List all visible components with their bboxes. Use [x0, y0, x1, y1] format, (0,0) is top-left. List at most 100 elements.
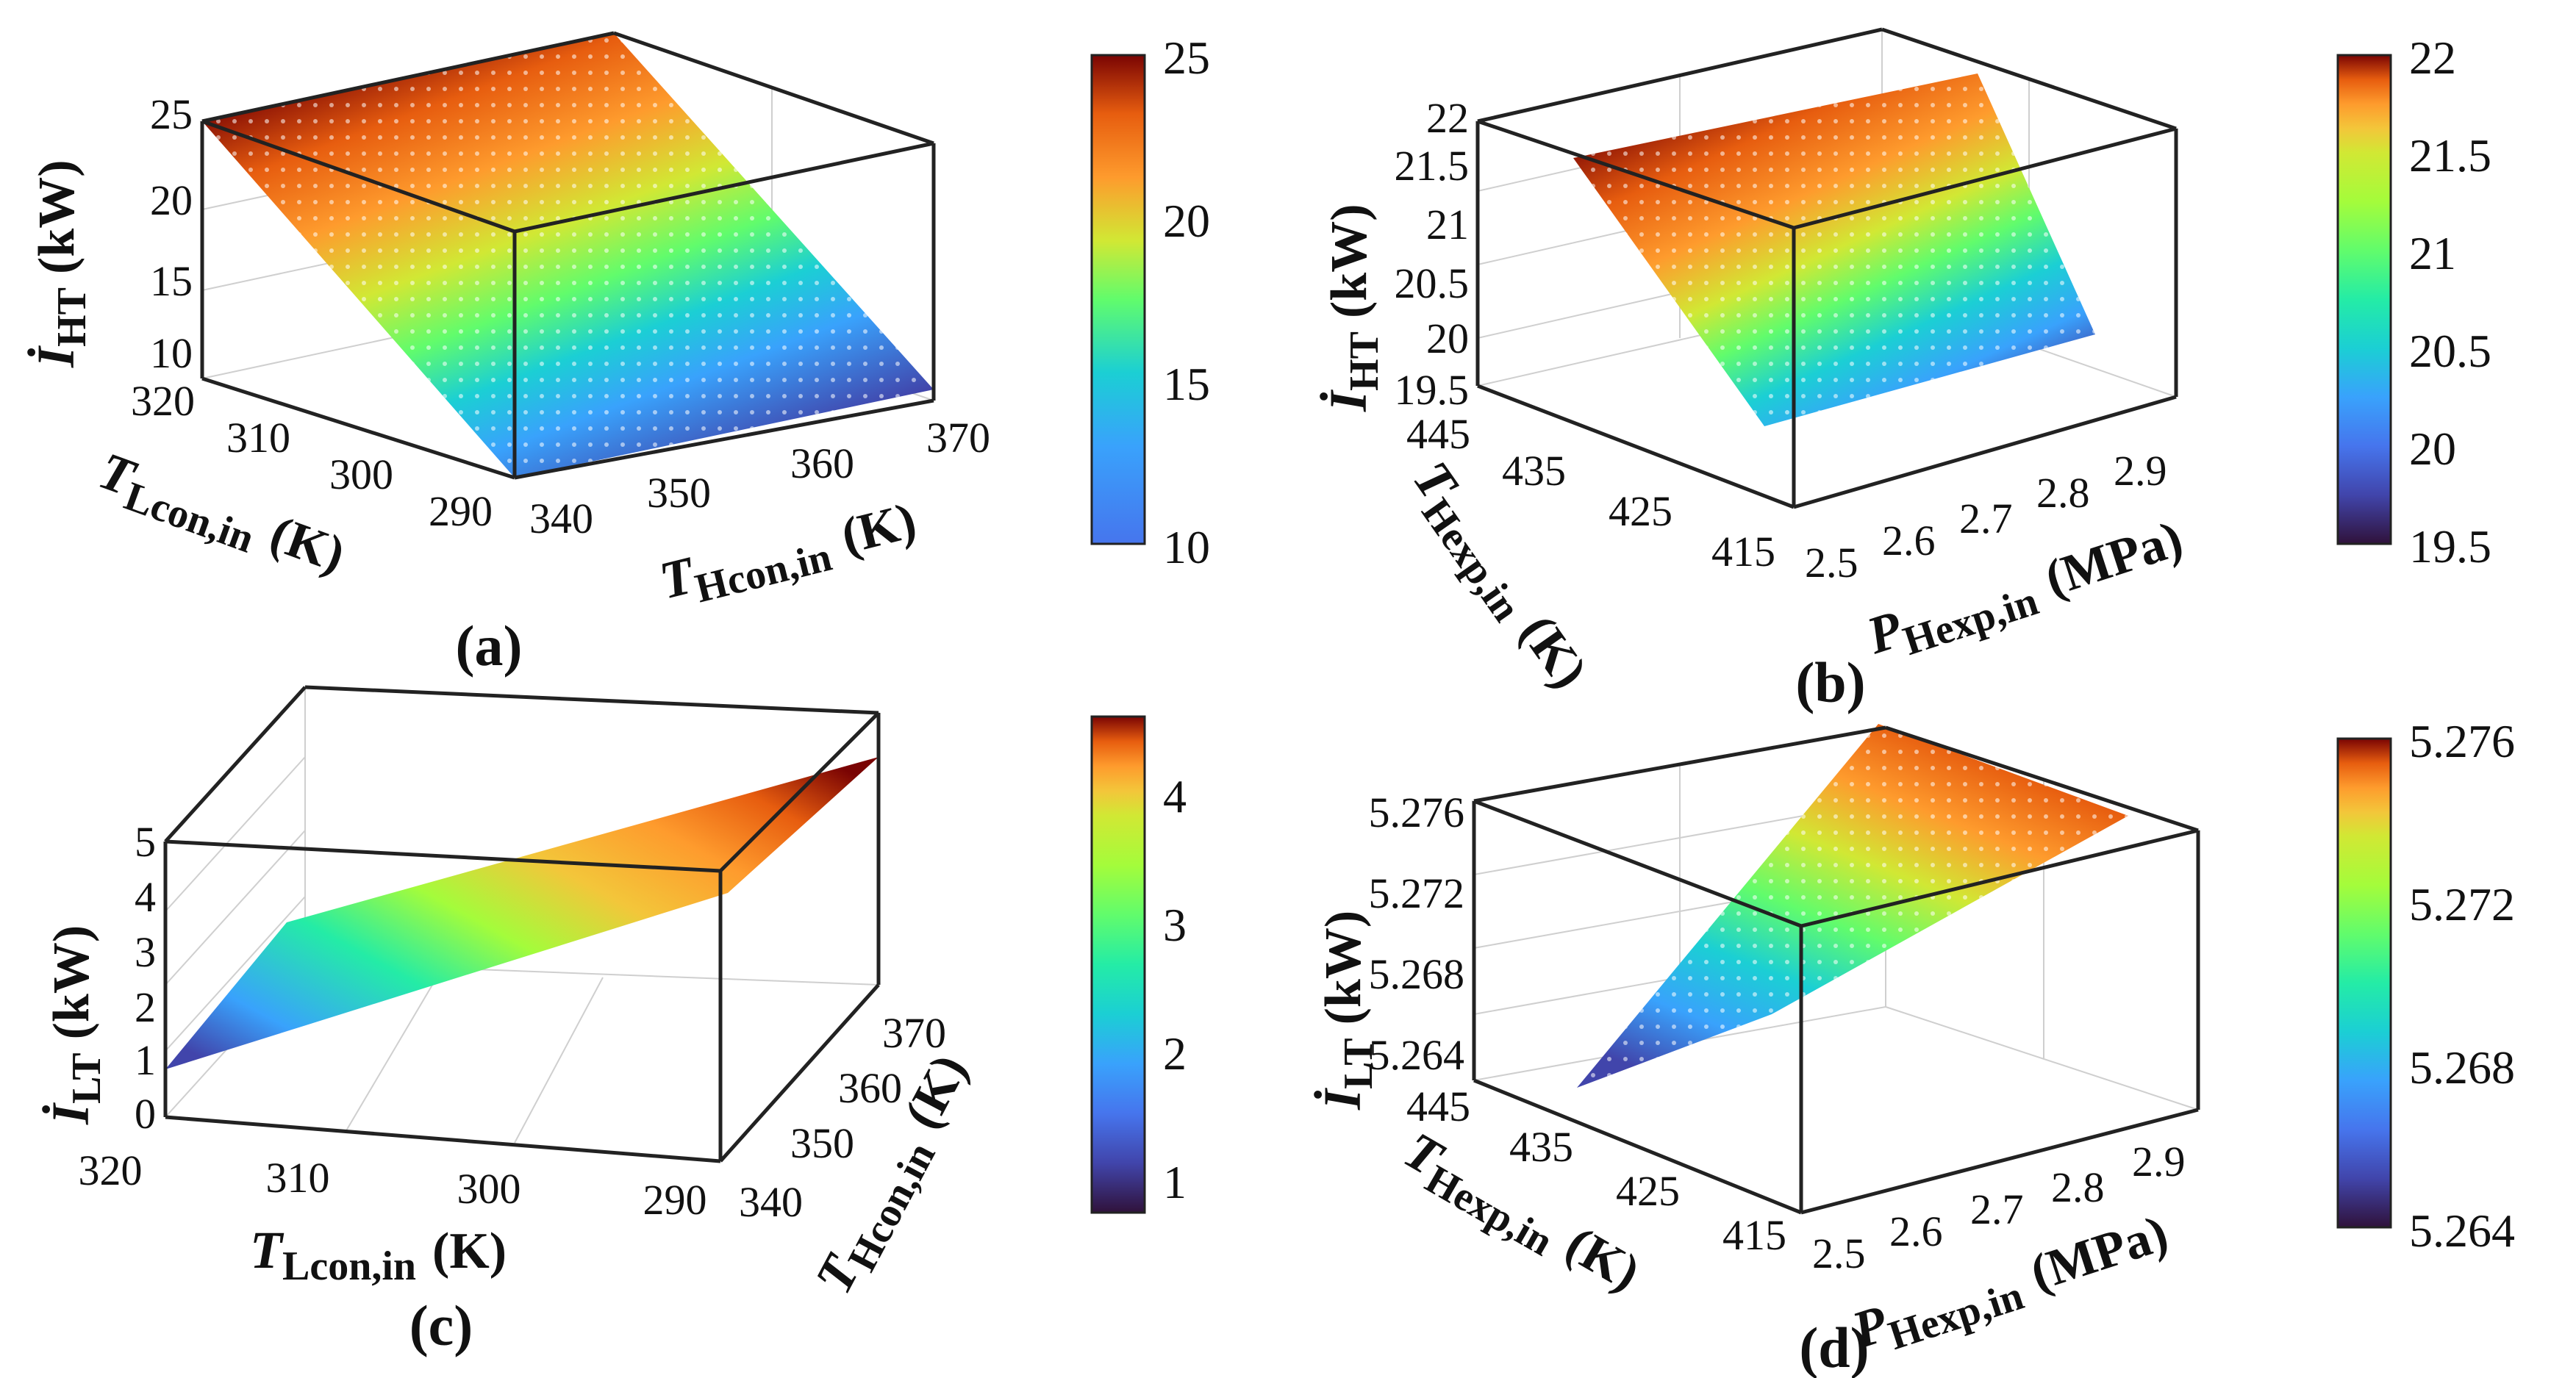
y-tick: 360 [790, 439, 854, 487]
panel-d-front-box [1472, 725, 2200, 1215]
panel-b-x-ticks: 445 435 425 415 [1406, 410, 1775, 575]
x-tick: 300 [457, 1165, 521, 1213]
x-tick: 425 [1616, 1167, 1680, 1215]
panel-d: 5.276 5.272 5.268 5.264 445 435 425 415 … [1313, 715, 2515, 1378]
y-tick: 370 [882, 1009, 946, 1057]
panel-c-x-ticks: 320 310 300 290 [79, 1146, 707, 1224]
x-label-sub: Lcon,in [118, 473, 260, 562]
z-label-symbol: İ [26, 345, 85, 368]
panel-d-colorbar: 5.276 5.272 5.268 5.264 [2336, 715, 2515, 1257]
y-tick: 2.6 [1882, 517, 1936, 564]
y-tick: 2.7 [1970, 1185, 2024, 1233]
x-label-unit: (K) [432, 1223, 507, 1280]
panel-a-z-ticks: 25 20 15 10 [150, 90, 193, 377]
y-label-unit: (MPa) [2039, 511, 2189, 608]
x-tick: 415 [1711, 528, 1775, 575]
y-label-sub: Hcon,in [840, 1135, 945, 1278]
svg-text:İLT(kW): İLT (kW) [41, 925, 110, 1125]
colorbar-tick: 20.5 [2409, 325, 2491, 377]
panel-b: 22 21.5 21 20.5 20 19.5 445 435 425 415 … [1319, 27, 2491, 714]
x-tick: 415 [1722, 1211, 1786, 1259]
x-label-unit: (K) [1509, 605, 1598, 698]
panel-c-z-ticks: 5 4 3 2 1 0 [135, 818, 156, 1138]
z-label-sub: HT [49, 287, 95, 347]
panel-label: (d) [1799, 1316, 1869, 1378]
x-tick: 320 [79, 1146, 143, 1194]
z-label-sub: LT [64, 1052, 110, 1104]
panel-d-y-ticks: 2.5 2.6 2.7 2.8 2.9 [1812, 1138, 2186, 1277]
svg-text:TLcon,in(K): TLcon,in(K) [250, 1221, 507, 1289]
y-tick: 2.9 [2114, 447, 2167, 495]
y-label-sub: Hcon,in [691, 534, 837, 612]
z-label-symbol: İ [41, 1102, 100, 1125]
z-tick: 5.272 [1369, 869, 1465, 917]
x-tick: 310 [226, 414, 290, 462]
colorbar-tick: 2 [1163, 1027, 1187, 1080]
x-label-unit: (K) [263, 506, 352, 584]
panel-a-y-ticks: 340 350 360 370 [529, 414, 990, 542]
y-tick: 2.8 [2051, 1163, 2105, 1211]
y-tick: 370 [926, 414, 990, 462]
colorbar-tick: 25 [1163, 32, 1210, 84]
colorbar-tick: 4 [1163, 770, 1187, 822]
y-tick: 2.6 [1889, 1207, 1943, 1255]
panel-label: (c) [409, 1293, 473, 1357]
x-tick: 290 [429, 487, 493, 535]
y-tick: 2.8 [2036, 469, 2090, 517]
x-label-unit: (K) [1556, 1216, 1649, 1302]
z-tick: 5.268 [1369, 950, 1465, 998]
z-label-sub: HT [1342, 331, 1387, 391]
z-tick: 21 [1426, 201, 1469, 248]
svg-text:İLT(kW): İLT (kW) [1313, 911, 1381, 1110]
panel-d-z-label: İLT (kW) [1313, 911, 1381, 1110]
z-tick: 5.264 [1369, 1031, 1465, 1079]
z-tick: 22 [1426, 94, 1469, 142]
panel-c-surface [165, 757, 879, 1069]
x-tick: 435 [1509, 1123, 1573, 1171]
svg-text:TLcon,in(K): TLcon,in(K) [88, 441, 353, 593]
z-tick: 19.5 [1395, 366, 1470, 414]
colorbar-tick: 5.272 [2409, 878, 2515, 930]
x-label-sub: Hexp,in [1418, 1156, 1561, 1265]
colorbar-tick: 5.276 [2409, 715, 2515, 767]
z-tick: 20 [1426, 315, 1469, 362]
z-tick: 25 [150, 90, 193, 138]
y-tick: 340 [529, 495, 593, 542]
x-tick: 445 [1406, 1083, 1470, 1130]
panel-d-x-ticks: 445 435 425 415 [1406, 1083, 1786, 1259]
panel-a: 25 20 15 10 320 310 300 290 340 350 360 … [26, 31, 1210, 678]
z-tick: 20 [150, 176, 193, 224]
y-tick: 2.5 [1805, 539, 1858, 586]
z-label-symbol: İ [1313, 1087, 1372, 1110]
svg-text:THexp,in(K): THexp,in(K) [1394, 451, 1600, 703]
z-tick: 15 [150, 257, 193, 305]
colorbar-tick: 1 [1163, 1156, 1187, 1208]
panel-c-colorbar: 4 3 2 1 [1090, 715, 1187, 1214]
panel-a-z-label: İHT (kW) [26, 159, 95, 368]
panel-b-y-ticks: 2.5 2.6 2.7 2.8 2.9 [1805, 447, 2167, 586]
colorbar-tick: 21 [2409, 227, 2456, 279]
z-label-unit: (kW) [29, 159, 85, 274]
y-label-unit: (MPa) [2024, 1205, 2175, 1302]
x-tick: 435 [1502, 447, 1566, 495]
panel-a-colorbar: 25 20 15 10 [1090, 32, 1210, 573]
colorbar-tick: 20 [1163, 195, 1210, 247]
panel-a-front-box [200, 31, 936, 480]
panel-d-z-ticks: 5.276 5.272 5.268 5.264 [1369, 789, 1465, 1079]
colorbar-tick: 20 [2409, 423, 2456, 475]
panel-c-front-box [163, 685, 881, 1163]
z-label-symbol: İ [1319, 389, 1378, 412]
z-tick: 21.5 [1395, 142, 1470, 190]
x-tick: 320 [131, 377, 195, 425]
panel-a-x-ticks: 320 310 300 290 [131, 377, 493, 535]
colorbar-tick: 19.5 [2409, 520, 2491, 573]
z-tick: 5.276 [1369, 789, 1465, 836]
z-tick: 4 [135, 873, 156, 921]
y-tick: 350 [790, 1119, 854, 1167]
x-label-symbol: T [250, 1221, 285, 1280]
z-label-unit: (kW) [1315, 911, 1372, 1025]
panel-c-z-label: İLT (kW) [41, 925, 110, 1125]
panel-c: 5 4 3 2 1 0 320 310 300 290 340 350 360 … [41, 685, 1187, 1357]
panel-b-x-label: THexp,in(K) [1394, 451, 1600, 703]
